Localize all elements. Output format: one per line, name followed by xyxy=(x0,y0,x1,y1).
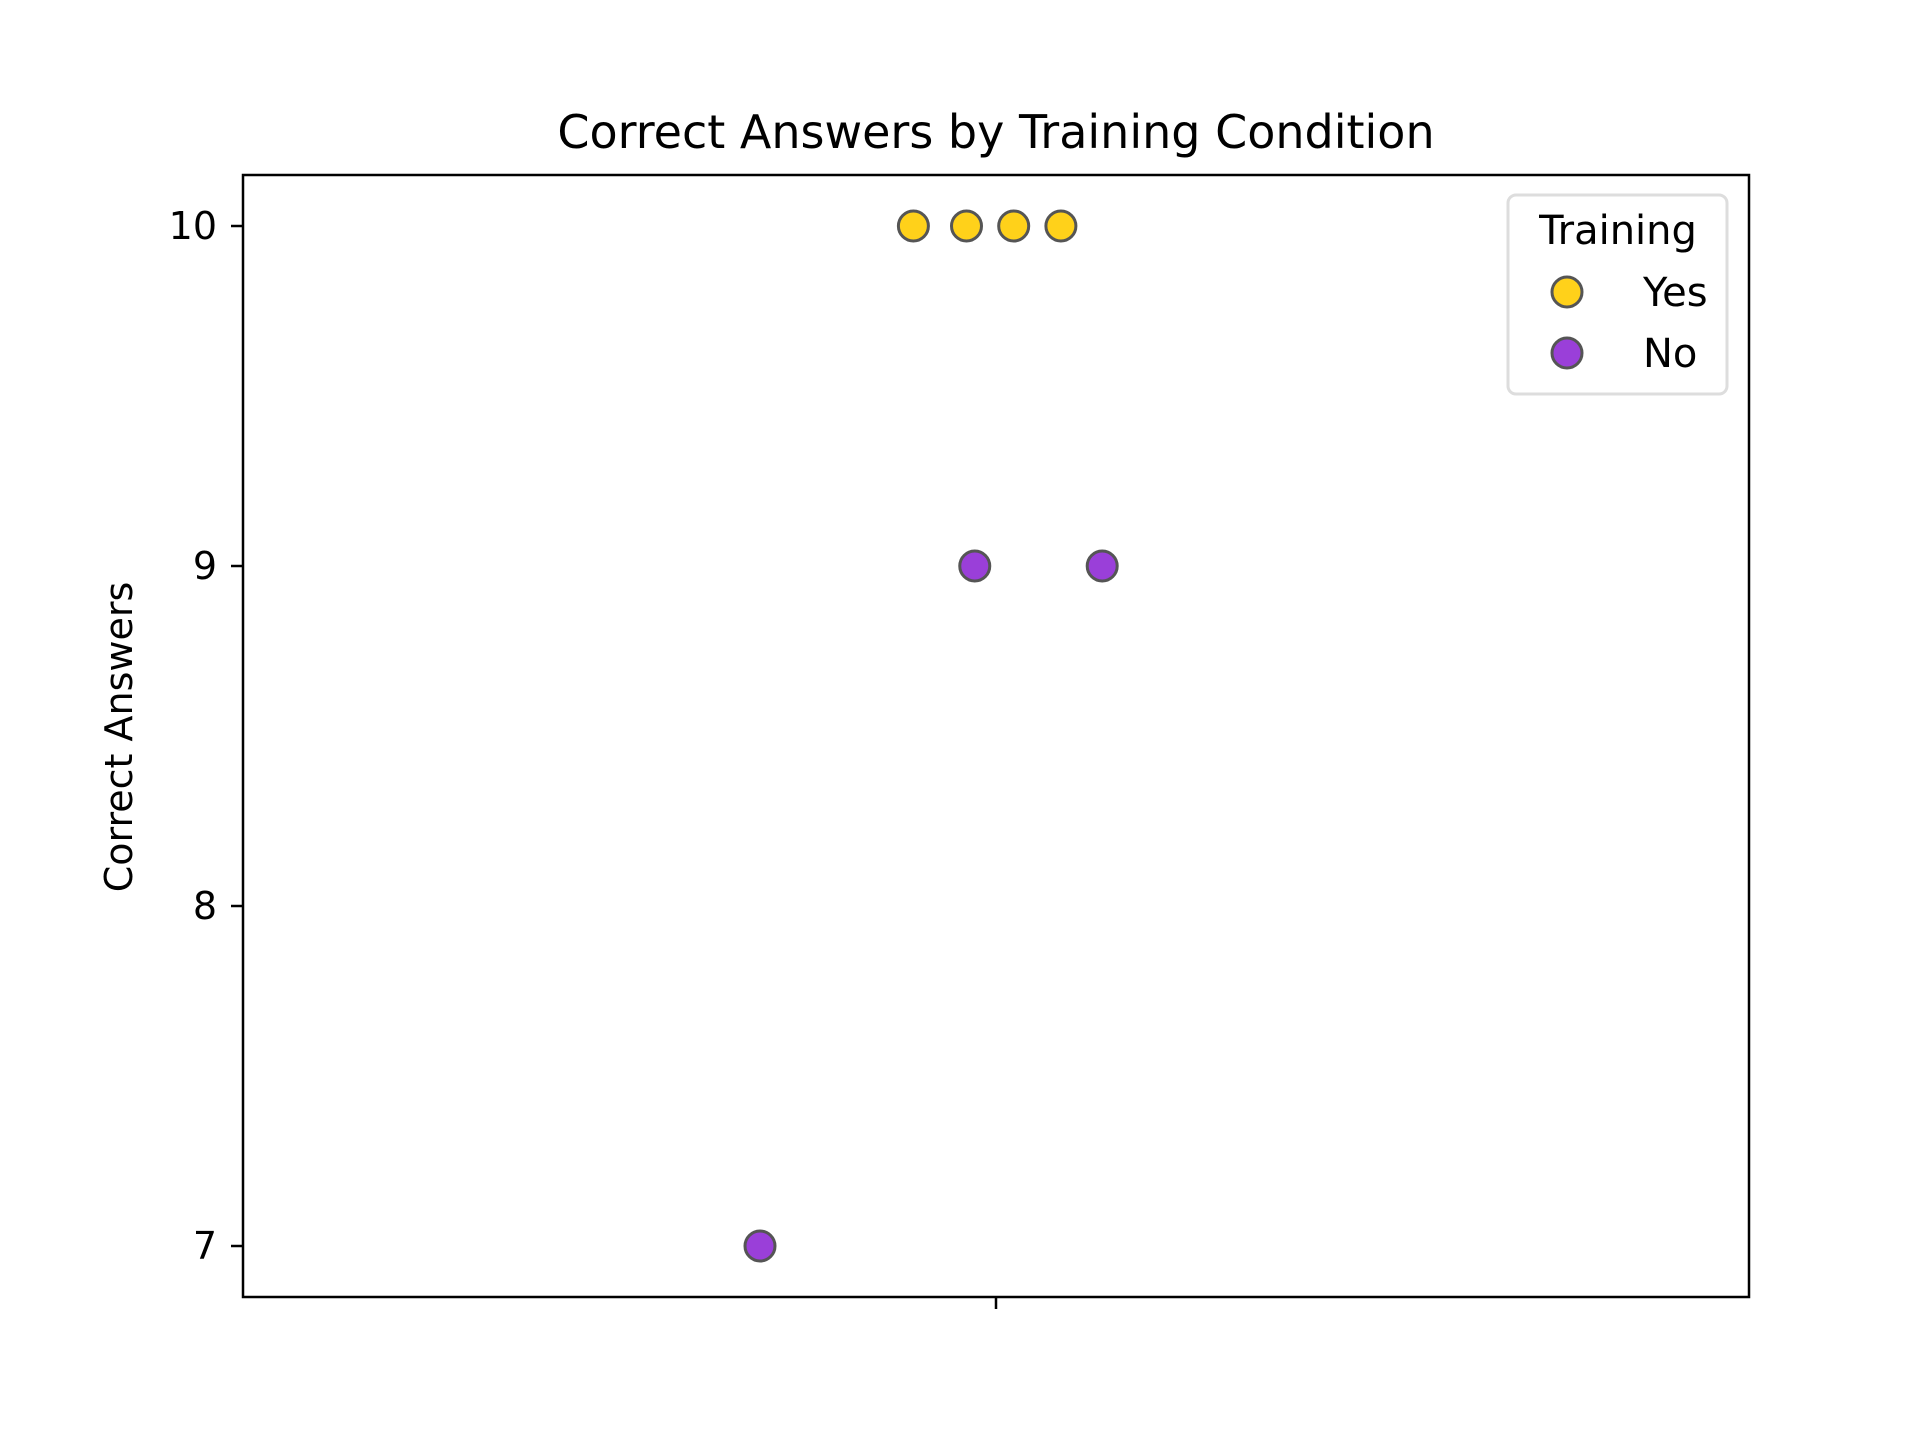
data-point-yes xyxy=(997,209,1031,243)
data-point-yes xyxy=(1044,209,1078,243)
y-tick-label: 8 xyxy=(193,884,217,928)
legend-marker-no xyxy=(1550,336,1584,370)
legend-title: Training xyxy=(1538,208,1697,254)
y-axis-ticks: 7 8 9 10 xyxy=(169,204,243,1268)
legend-label-yes: Yes xyxy=(1642,270,1708,316)
y-tick-label: 10 xyxy=(169,204,217,248)
chart-title: Correct Answers by Training Condition xyxy=(557,105,1434,159)
plot-frame xyxy=(241,173,1751,1299)
legend-label-no: No xyxy=(1643,331,1697,377)
data-points xyxy=(743,209,1119,1263)
data-point-no xyxy=(958,549,992,583)
y-tick-label: 9 xyxy=(193,544,217,588)
series-yes xyxy=(896,209,1078,243)
legend-marker-yes xyxy=(1550,275,1584,309)
data-point-yes xyxy=(950,209,983,243)
legend: Training Yes No xyxy=(1506,193,1729,396)
data-point-no xyxy=(1085,549,1119,583)
y-axis-label: Correct Answers xyxy=(97,582,141,893)
data-point-no xyxy=(743,1229,777,1263)
data-point-yes xyxy=(896,209,930,243)
y-tick-label: 7 xyxy=(193,1224,217,1268)
series-no xyxy=(743,549,1119,1263)
